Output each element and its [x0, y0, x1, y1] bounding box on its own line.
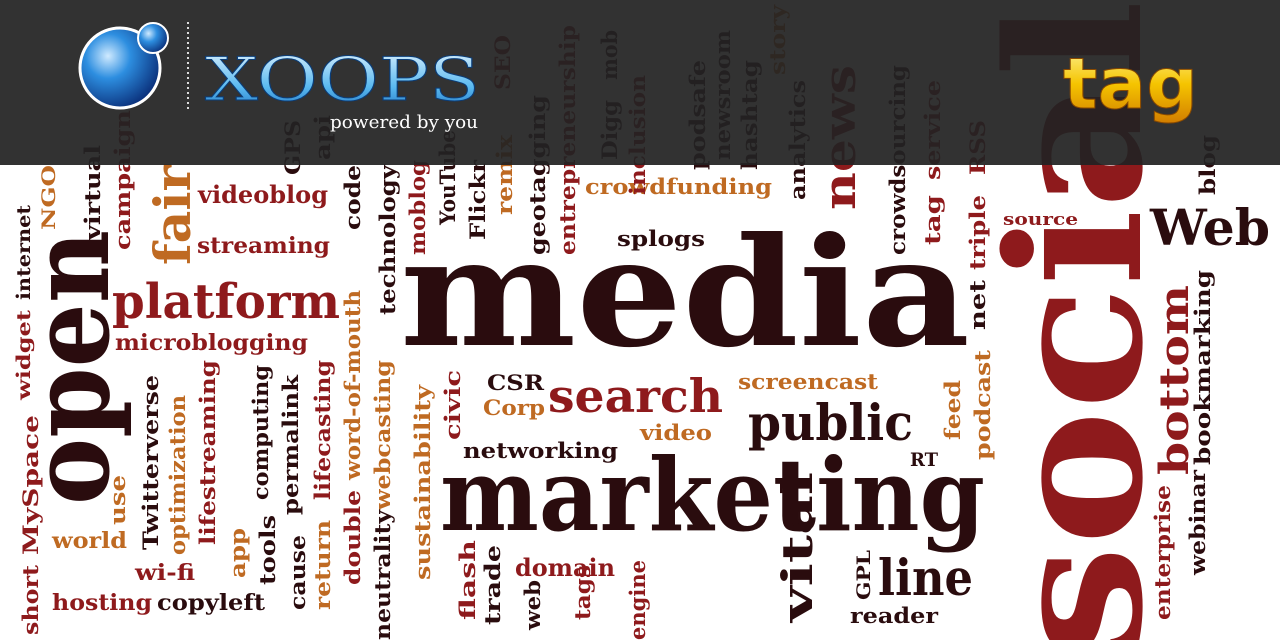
cloud-word: bottom — [1151, 285, 1198, 475]
cloud-word: video — [639, 420, 712, 445]
cloud-word: flash — [455, 540, 480, 620]
cloud-word: use — [105, 475, 130, 525]
cloud-word: videoblog — [197, 180, 328, 209]
cloud-word: code — [340, 165, 365, 230]
cloud-word: vital — [773, 472, 822, 623]
cloud-word: tools — [255, 515, 280, 585]
cloud-word: media — [400, 205, 970, 381]
cloud-word: world — [51, 528, 127, 554]
cloud-word: MySpace — [18, 415, 43, 555]
cloud-word: webcasting — [370, 360, 395, 511]
cloud-word: triple — [965, 195, 990, 270]
cloud-word: search — [548, 369, 723, 423]
cloud-word: platform — [112, 274, 340, 330]
badge: tag — [1063, 43, 1198, 125]
logo-icon — [78, 22, 189, 112]
cloud-word: Web — [1149, 198, 1270, 257]
cloud-word: screencast — [738, 369, 878, 394]
cloud-word: trade — [480, 545, 505, 625]
cloud-word: microblogging — [115, 330, 308, 356]
cloud-word: domain — [515, 553, 615, 582]
cloud-word: civic — [440, 370, 465, 440]
cloud-word: streaming — [197, 233, 330, 259]
cloud-word: hosting — [52, 590, 152, 616]
cloud-word: copyleft — [157, 590, 266, 616]
cloud-word: open — [5, 230, 134, 505]
cloud-word: app — [225, 528, 250, 578]
cloud-word: permalink — [278, 374, 303, 515]
cloud-word: feed — [940, 380, 965, 440]
cloud-word: RT — [910, 449, 938, 471]
cloud-word: networking — [463, 438, 618, 463]
cloud-word: splogs — [617, 226, 705, 251]
cloud-word: CSR — [487, 370, 545, 395]
cloud-word: bookmarking — [1190, 270, 1215, 465]
cloud-word: source — [1003, 210, 1078, 230]
cloud-word: lifecasting — [310, 360, 335, 500]
cloud-word: Twitterverse — [138, 375, 163, 550]
cloud-word: podcast — [970, 350, 995, 460]
cloud-word: NGO — [38, 165, 60, 230]
cloud-word: technology — [375, 164, 400, 315]
cloud-word: enterprise — [1150, 485, 1175, 620]
cloud-word: double — [340, 490, 365, 585]
cloud-word: word-of-mouth — [340, 290, 365, 481]
cloud-word: engine — [625, 560, 650, 640]
cloud-word: marketing — [440, 436, 985, 554]
tagline: powered by you — [330, 112, 478, 133]
cloud-word: public — [748, 393, 913, 452]
cloud-word: widget — [13, 310, 35, 402]
cloud-word: computing — [248, 365, 273, 500]
cloud-word: fair — [143, 164, 202, 265]
cloud-word: reader — [850, 603, 939, 628]
cloud-word: internet — [13, 205, 35, 300]
logo-text: XOOPS — [205, 45, 480, 115]
cloud-word: Flickr — [465, 159, 490, 240]
cloud-word: return — [310, 520, 335, 610]
cloud-word: wi-fi — [134, 560, 195, 586]
cloud-word: webinar — [1185, 469, 1210, 576]
cloud-word: GPL — [853, 550, 875, 600]
cloud-word: cause — [285, 535, 310, 610]
cloud-word: moblog — [405, 160, 430, 255]
cloud-word: optimization — [165, 395, 190, 555]
cloud-word: crowdfunding — [585, 174, 772, 199]
cloud-word: neutrality — [370, 509, 395, 640]
cloud-word: net — [965, 280, 990, 330]
cloud-word: short — [18, 565, 43, 635]
cloud-word: lifestreaming — [195, 360, 220, 545]
cloud-word: line — [878, 548, 973, 607]
cloud-word: sustainability — [410, 384, 435, 580]
cloud-word: Corp — [483, 395, 545, 420]
cloud-word: web — [520, 580, 545, 631]
cloud-word: tag — [920, 195, 945, 245]
cloud-word: tags — [570, 565, 595, 620]
header-band — [0, 0, 1280, 165]
word-cloud: media marketing platform search public line We… — [5, 0, 1270, 640]
